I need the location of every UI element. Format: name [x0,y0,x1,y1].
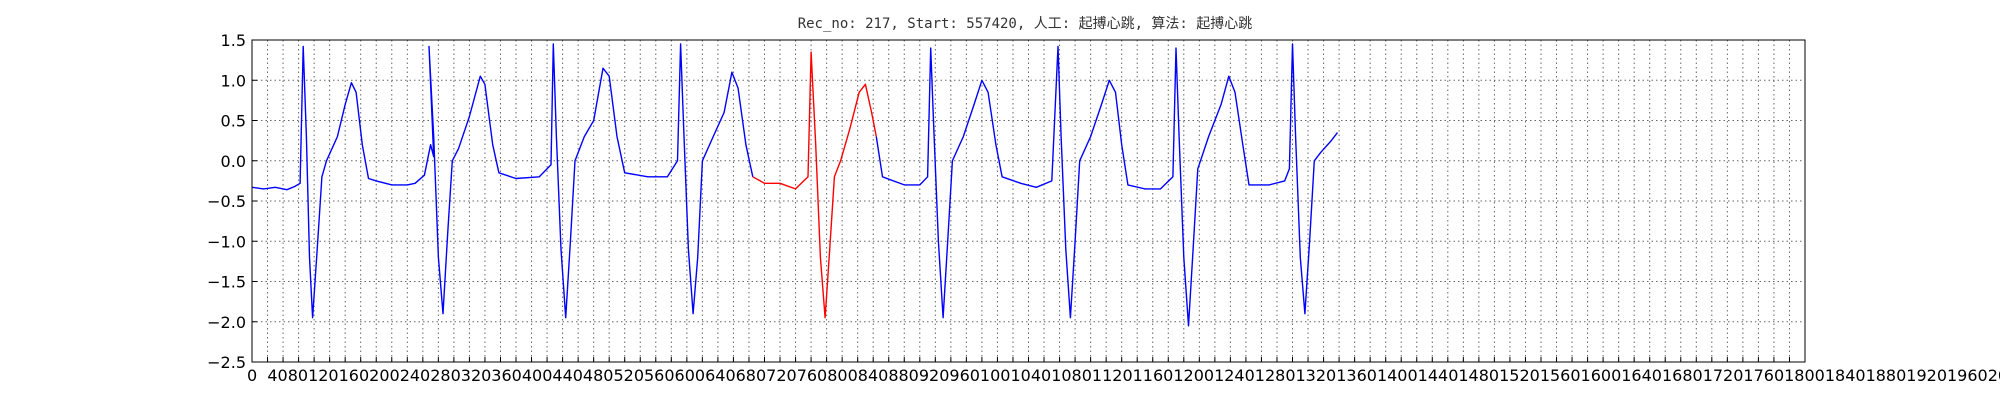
y-tick-label: 1.0 [221,71,246,90]
ecg-blue-line [251,43,754,319]
y-axis-ticks: −2.5 −2.0 −1.5 −1.0 −0.5 0.0 0.5 1.0 1.5 [207,31,257,372]
y-tick-label: 0.5 [221,112,246,131]
y-tick-label: 1.5 [221,31,246,50]
y-tick-label: −1.0 [207,232,246,251]
y-tick-label: −0.5 [207,192,246,211]
y-tick-label: 0.0 [221,152,246,171]
x-axis-ticks [251,357,1806,362]
x-tick-label-string: 0 40801201602002402803203604004404805205… [247,366,2000,385]
ecg-blue-2-line [875,43,1339,327]
series-lines [251,43,1339,327]
y-tick-label: −2.0 [207,313,246,332]
chart-title: Rec_no: 217, Start: 557420, 人工: 起搏心跳, 算法… [798,15,1253,32]
y-tick-label: −2.5 [207,353,246,372]
ecg-red-line [752,51,877,319]
y-tick-label: −1.5 [207,273,246,292]
